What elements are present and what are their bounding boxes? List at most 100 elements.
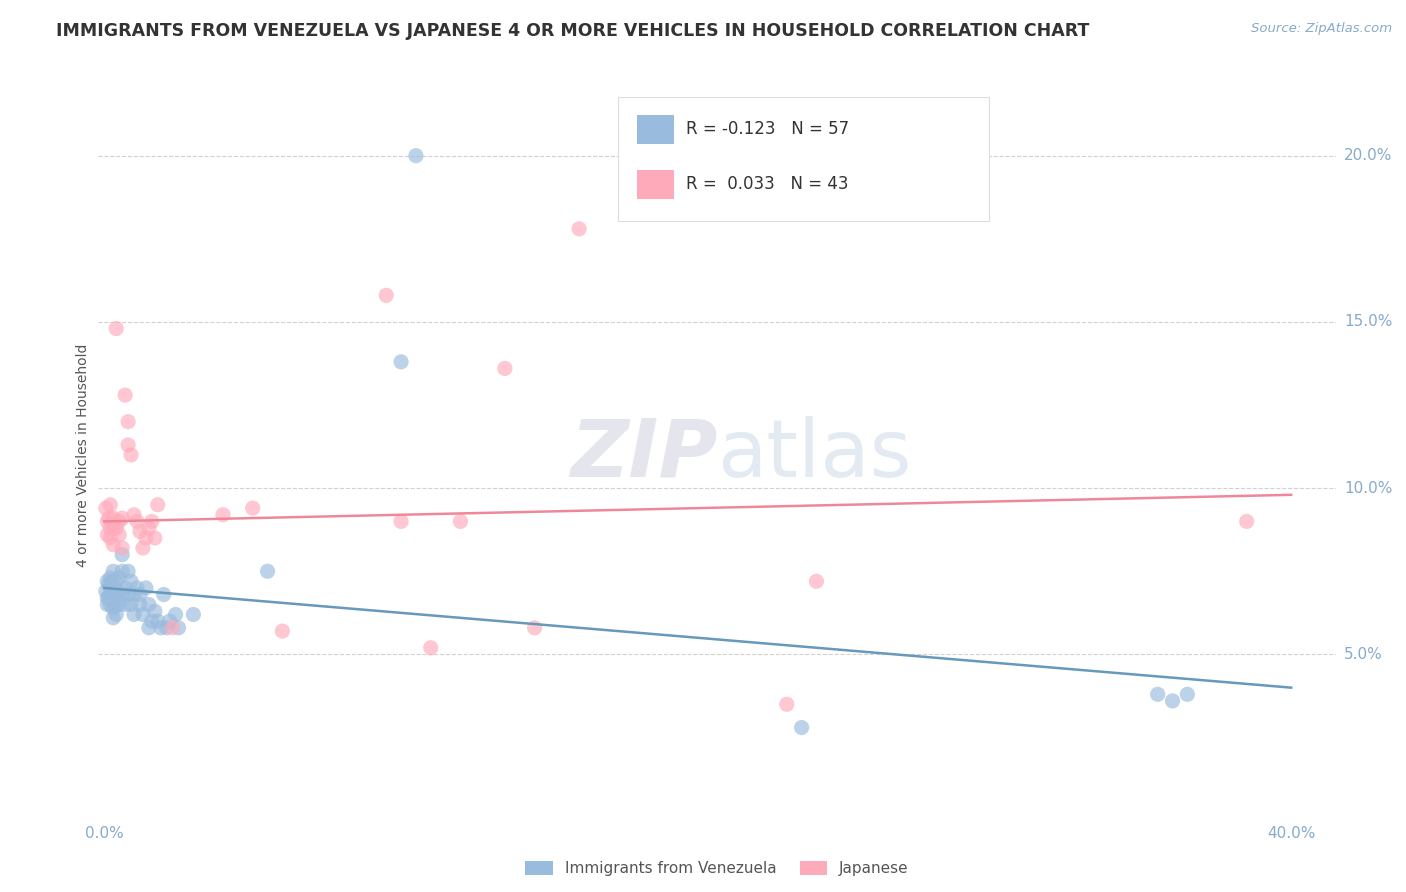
Point	[117, 438, 139, 452]
Point	[120, 448, 142, 462]
Point	[405, 149, 427, 163]
Point	[494, 361, 516, 376]
Text: R =  0.033   N = 43: R = 0.033 N = 43	[686, 176, 849, 194]
Point	[111, 564, 134, 578]
Point	[143, 531, 166, 545]
Point	[162, 621, 184, 635]
Point	[105, 321, 128, 335]
Point	[138, 598, 160, 612]
Point	[183, 607, 205, 622]
Point	[117, 415, 139, 429]
Legend: Immigrants from Venezuela, Japanese: Immigrants from Venezuela, Japanese	[519, 855, 915, 882]
Point	[97, 511, 120, 525]
Point	[103, 611, 125, 625]
Text: Source: ZipAtlas.com: Source: ZipAtlas.com	[1251, 22, 1392, 36]
Point	[806, 574, 828, 589]
Point	[111, 548, 134, 562]
Point	[94, 501, 117, 516]
Point	[96, 527, 118, 541]
Point	[103, 564, 125, 578]
Point	[105, 588, 128, 602]
Point	[165, 607, 187, 622]
Point	[389, 355, 412, 369]
Text: IMMIGRANTS FROM VENEZUELA VS JAPANESE 4 OR MORE VEHICLES IN HOUSEHOLD CORRELATIO: IMMIGRANTS FROM VENEZUELA VS JAPANESE 4 …	[56, 22, 1090, 40]
Point	[96, 574, 118, 589]
Text: atlas: atlas	[717, 416, 911, 494]
Point	[122, 508, 145, 522]
Point	[108, 527, 131, 541]
Point	[108, 584, 131, 599]
Point	[141, 614, 163, 628]
Point	[111, 511, 134, 525]
Point	[98, 531, 121, 545]
Point	[138, 621, 160, 635]
Point	[143, 604, 166, 618]
Point	[96, 598, 118, 612]
Point	[98, 498, 121, 512]
Point	[419, 640, 441, 655]
Point	[96, 591, 118, 605]
Point	[103, 511, 125, 525]
Point	[1236, 515, 1258, 529]
Point	[122, 607, 145, 622]
Text: 10.0%: 10.0%	[1344, 481, 1392, 496]
Text: R = -0.123   N = 57: R = -0.123 N = 57	[686, 120, 849, 138]
Point	[156, 621, 179, 635]
Point	[375, 288, 398, 302]
Point	[271, 624, 294, 639]
Point	[94, 584, 117, 599]
Point	[146, 498, 169, 512]
Point	[103, 521, 125, 535]
Point	[105, 607, 128, 622]
Point	[1161, 694, 1184, 708]
Point	[132, 607, 155, 622]
Point	[117, 588, 139, 602]
Point	[152, 588, 174, 602]
Point	[1175, 687, 1198, 701]
Point	[149, 621, 172, 635]
Point	[120, 598, 142, 612]
Text: ZIP: ZIP	[569, 416, 717, 494]
Point	[103, 538, 125, 552]
Point	[114, 581, 136, 595]
Point	[108, 571, 131, 585]
Point	[100, 574, 122, 589]
Text: 15.0%: 15.0%	[1344, 315, 1392, 329]
Point	[212, 508, 235, 522]
Point	[111, 541, 134, 555]
Point	[135, 531, 157, 545]
Point	[114, 388, 136, 402]
Point	[129, 588, 152, 602]
Point	[135, 581, 157, 595]
Text: 5.0%: 5.0%	[1344, 647, 1382, 662]
Point	[389, 515, 412, 529]
Point	[103, 588, 125, 602]
Point	[98, 588, 121, 602]
Point	[125, 581, 148, 595]
Point	[97, 577, 120, 591]
Text: 20.0%: 20.0%	[1344, 148, 1392, 163]
Point	[105, 574, 128, 589]
Point	[256, 564, 278, 578]
Point	[129, 524, 152, 539]
Point	[242, 501, 264, 516]
Point	[1146, 687, 1168, 701]
Point	[105, 598, 128, 612]
Point	[97, 591, 120, 605]
Point	[449, 515, 471, 529]
Point	[114, 598, 136, 612]
Point	[103, 600, 125, 615]
Point	[159, 614, 181, 628]
Point	[117, 564, 139, 578]
Point	[98, 521, 121, 535]
FancyBboxPatch shape	[637, 115, 673, 144]
Point	[141, 515, 163, 529]
Point	[125, 515, 148, 529]
Point	[105, 521, 128, 535]
Point	[790, 721, 813, 735]
Point	[111, 588, 134, 602]
Point	[132, 541, 155, 555]
Point	[167, 621, 190, 635]
Point	[108, 515, 131, 529]
Point	[146, 614, 169, 628]
